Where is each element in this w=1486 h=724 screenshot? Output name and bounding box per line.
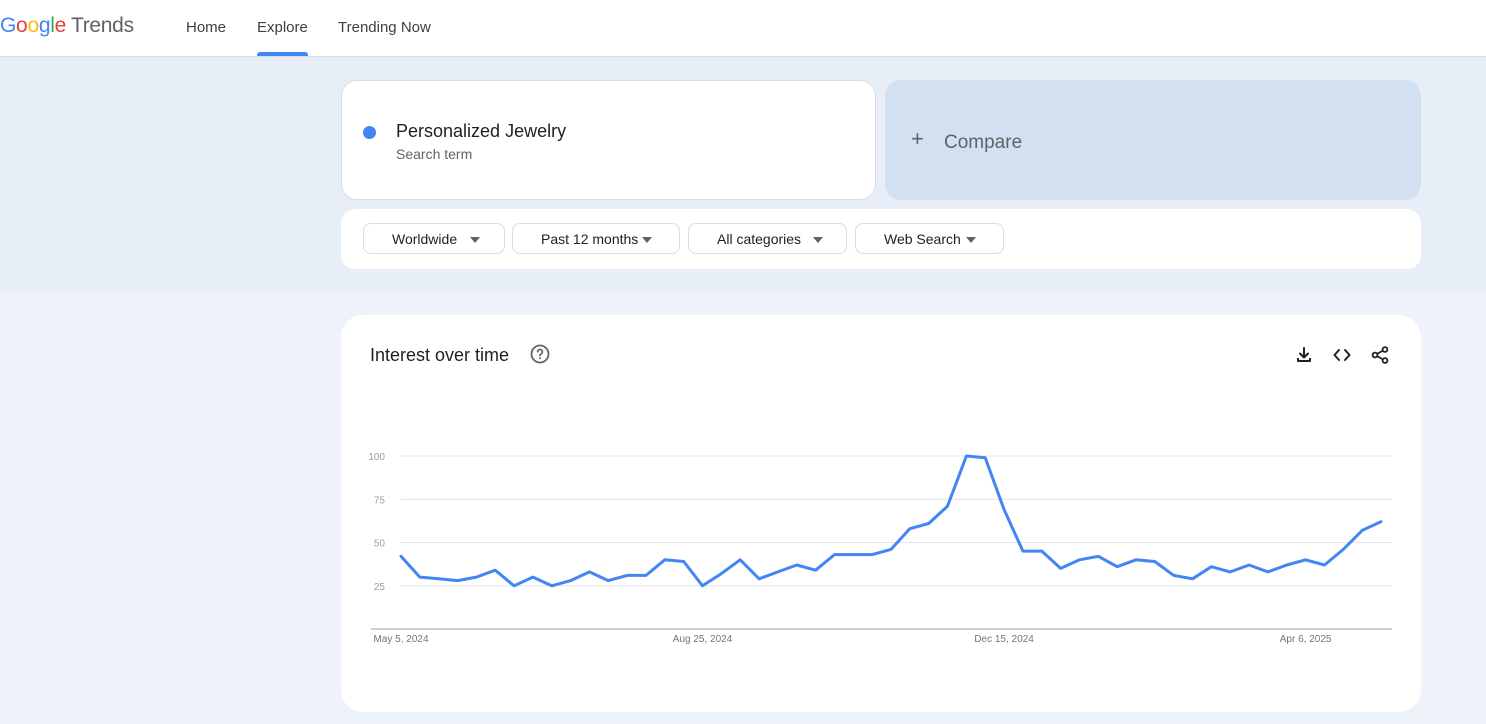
filter-label: Web Search bbox=[884, 231, 961, 247]
y-tick-label: 50 bbox=[374, 539, 386, 550]
caret-down-icon bbox=[642, 237, 652, 243]
filter-location-dropdown[interactable]: Worldwide bbox=[363, 223, 505, 254]
caret-down-icon bbox=[966, 237, 976, 243]
y-tick-label: 25 bbox=[374, 582, 386, 593]
caret-down-icon bbox=[813, 237, 823, 243]
nav-tab-home[interactable]: Home bbox=[186, 0, 226, 56]
download-icon[interactable] bbox=[1294, 345, 1314, 365]
nav-tab-label: Home bbox=[186, 19, 227, 36]
embed-code-icon[interactable] bbox=[1332, 345, 1352, 365]
search-term-type: Search term bbox=[396, 146, 473, 162]
term-color-dot bbox=[363, 126, 376, 139]
interest-line-chart: 25 50 75 100 May 5, 2024 Aug 25, 2024 Dec 15, … bbox=[368, 452, 1392, 645]
top-bar: Google Trends Home Explore Trending Now bbox=[0, 0, 1486, 57]
series-line-personalized-jewelry bbox=[399, 454, 1383, 588]
filter-search-type-dropdown[interactable]: Web Search bbox=[855, 223, 1004, 254]
google-trends-logo[interactable]: Google Trends bbox=[0, 14, 134, 42]
nav-tab-explore[interactable]: Explore bbox=[257, 0, 308, 56]
filter-label: Worldwide bbox=[392, 231, 458, 247]
plus-icon: + bbox=[911, 126, 924, 151]
filter-category-dropdown[interactable]: All categories bbox=[688, 223, 847, 254]
chart-title: Interest over time bbox=[370, 345, 510, 365]
compare-button[interactable]: + Compare bbox=[885, 80, 1421, 200]
nav-tab-label: Explore bbox=[257, 19, 308, 36]
x-tick-label: Apr 6, 2025 bbox=[1280, 634, 1332, 645]
nav-tab-trending-now[interactable]: Trending Now bbox=[338, 0, 431, 56]
google-wordmark: Google bbox=[0, 14, 66, 37]
filter-time-range-dropdown[interactable]: Past 12 months bbox=[512, 223, 680, 254]
nav-tab-label: Trending Now bbox=[338, 19, 431, 36]
x-tick-label: Dec 15, 2024 bbox=[974, 634, 1034, 645]
compare-label: Compare bbox=[944, 132, 1023, 153]
filter-label: All categories bbox=[717, 231, 802, 247]
search-term-name[interactable]: Personalized Jewelry bbox=[396, 121, 567, 141]
search-term-card[interactable]: Personalized Jewelry Search term bbox=[341, 80, 876, 200]
share-icon[interactable] bbox=[1370, 345, 1390, 365]
y-tick-label: 75 bbox=[374, 495, 386, 506]
caret-down-icon bbox=[470, 237, 480, 243]
active-tab-indicator bbox=[257, 52, 308, 56]
logo-product-name: Trends bbox=[70, 14, 134, 37]
x-tick-label: May 5, 2024 bbox=[373, 634, 428, 645]
filter-label: Past 12 months bbox=[541, 231, 639, 247]
y-tick-label: 100 bbox=[368, 452, 385, 463]
help-circle-icon[interactable] bbox=[530, 344, 550, 364]
x-tick-label: Aug 25, 2024 bbox=[673, 634, 733, 645]
interest-over-time-card: Interest over time 25 50 75 100 May 5, 2024 A… bbox=[341, 315, 1421, 712]
filter-bar: Worldwide Past 12 months All categories … bbox=[341, 209, 1421, 269]
